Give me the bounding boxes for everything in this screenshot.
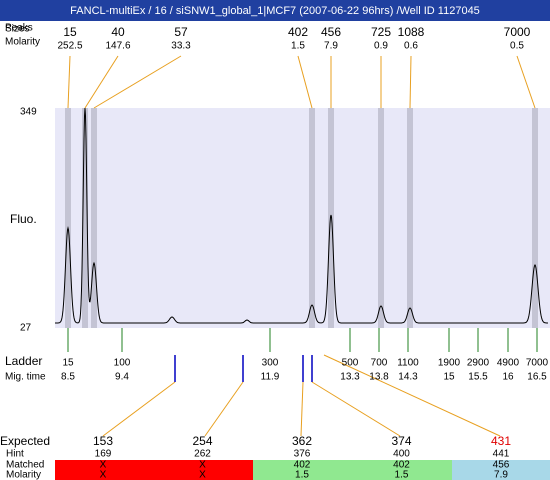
table-cell: 376 bbox=[294, 449, 311, 460]
peak-molarity: 33.3 bbox=[171, 41, 191, 52]
mig-time-label: Mig. time bbox=[5, 372, 46, 383]
peak-size: 402 bbox=[288, 25, 308, 39]
molarity-label: Molarity bbox=[5, 37, 40, 48]
table-cell: 262 bbox=[194, 449, 211, 460]
table-cell: 1.5 bbox=[295, 470, 309, 480]
mig-time: 13.3 bbox=[340, 372, 360, 383]
plot-area bbox=[55, 108, 550, 328]
peak-molarity: 0.6 bbox=[404, 41, 418, 52]
table-cell: 431 bbox=[491, 434, 511, 448]
ladder-size: 100 bbox=[114, 358, 131, 369]
peak-link bbox=[93, 55, 182, 109]
peaks-label: Peaks bbox=[5, 23, 33, 34]
peak-band bbox=[82, 108, 88, 328]
peak-molarity: 1.5 bbox=[291, 41, 305, 52]
mig-time: 15.5 bbox=[468, 372, 488, 383]
peak-link bbox=[409, 55, 412, 109]
table-cell: 254 bbox=[192, 434, 212, 448]
peak-size: 725 bbox=[371, 25, 391, 39]
peak-size: 15 bbox=[63, 25, 77, 39]
ladder-size: 15 bbox=[62, 358, 74, 369]
title-bar bbox=[0, 0, 550, 21]
mig-time: 8.5 bbox=[61, 372, 75, 383]
table-cell: X bbox=[100, 460, 107, 471]
sizes-label: Sizes bbox=[5, 24, 29, 35]
table-cell: 400 bbox=[393, 449, 410, 460]
match-links bbox=[102, 354, 501, 437]
peak-size: 1088 bbox=[398, 25, 425, 39]
mig-time: 11.9 bbox=[261, 372, 280, 383]
peak-link bbox=[84, 55, 119, 109]
mig-time: 13.8 bbox=[369, 372, 389, 383]
row-label: Hint bbox=[6, 449, 24, 460]
row-label: Matched bbox=[6, 460, 44, 471]
matched-cell bbox=[253, 460, 452, 480]
table-cell: 169 bbox=[95, 449, 112, 460]
ladder-size: 700 bbox=[371, 358, 388, 369]
table-cell: 362 bbox=[292, 434, 312, 448]
ladder-size: 7000 bbox=[526, 358, 549, 369]
table-cell: 402 bbox=[393, 460, 410, 471]
ladder-size: 1100 bbox=[397, 358, 419, 369]
table-cell: 441 bbox=[493, 449, 510, 460]
table-cell: 456 bbox=[493, 460, 510, 471]
peak-molarity: 7.9 bbox=[324, 41, 338, 52]
mig-time: 15 bbox=[443, 372, 455, 383]
peak-size: 57 bbox=[174, 25, 188, 39]
table-cell: X bbox=[199, 470, 206, 480]
mig-time: 16.5 bbox=[527, 372, 547, 383]
peak-band bbox=[407, 108, 413, 328]
peak-band bbox=[532, 108, 538, 328]
table-cell: 153 bbox=[93, 434, 113, 448]
trace bbox=[55, 107, 548, 324]
table-cell: 7.9 bbox=[494, 470, 508, 480]
peak-band bbox=[328, 108, 334, 328]
ladder-size: 500 bbox=[342, 358, 359, 369]
fluo-label: Fluo. bbox=[10, 212, 37, 226]
mig-time: 9.4 bbox=[115, 372, 129, 383]
row-label: Molarity bbox=[6, 470, 41, 480]
peak-size: 7000 bbox=[504, 25, 531, 39]
unmatched-markers bbox=[174, 355, 313, 382]
table-cell: X bbox=[100, 470, 107, 480]
mig-time: 14.3 bbox=[398, 372, 418, 383]
peak-size: 40 bbox=[111, 25, 125, 39]
mig-time: 16 bbox=[502, 372, 514, 383]
matched-cell bbox=[452, 460, 550, 480]
peak-molarity: 147.6 bbox=[105, 41, 130, 52]
row-label: Expected bbox=[0, 434, 50, 448]
ladder-label: Ladder bbox=[5, 354, 42, 368]
peak-band bbox=[65, 108, 71, 328]
title: FANCL-multiEx / 16 / siSNW1_global_1|MCF… bbox=[70, 5, 480, 17]
peak-link bbox=[516, 55, 536, 109]
fluo-max: 349 bbox=[20, 107, 37, 118]
ladder-size: 2900 bbox=[467, 358, 490, 369]
table-cell: 374 bbox=[391, 434, 411, 448]
table-cell: X bbox=[199, 460, 206, 471]
peak-band bbox=[309, 108, 315, 328]
peak-size: 456 bbox=[321, 25, 341, 39]
unmatched-cell bbox=[55, 460, 253, 480]
peak-molarity: 252.5 bbox=[57, 41, 82, 52]
peak-molarity: 0.5 bbox=[510, 41, 524, 52]
peak-band bbox=[91, 108, 97, 328]
peak-link bbox=[67, 55, 71, 109]
peak-band bbox=[378, 108, 384, 328]
table-cell: 1.5 bbox=[395, 470, 409, 480]
fluo-min: 27 bbox=[20, 323, 32, 334]
ladder-size: 1900 bbox=[438, 358, 461, 369]
peak-link bbox=[297, 55, 313, 109]
ladder-size: 4900 bbox=[497, 358, 520, 369]
table-cell: 402 bbox=[294, 460, 311, 471]
ladder-size: 300 bbox=[262, 358, 279, 369]
peak-molarity: 0.9 bbox=[374, 41, 388, 52]
